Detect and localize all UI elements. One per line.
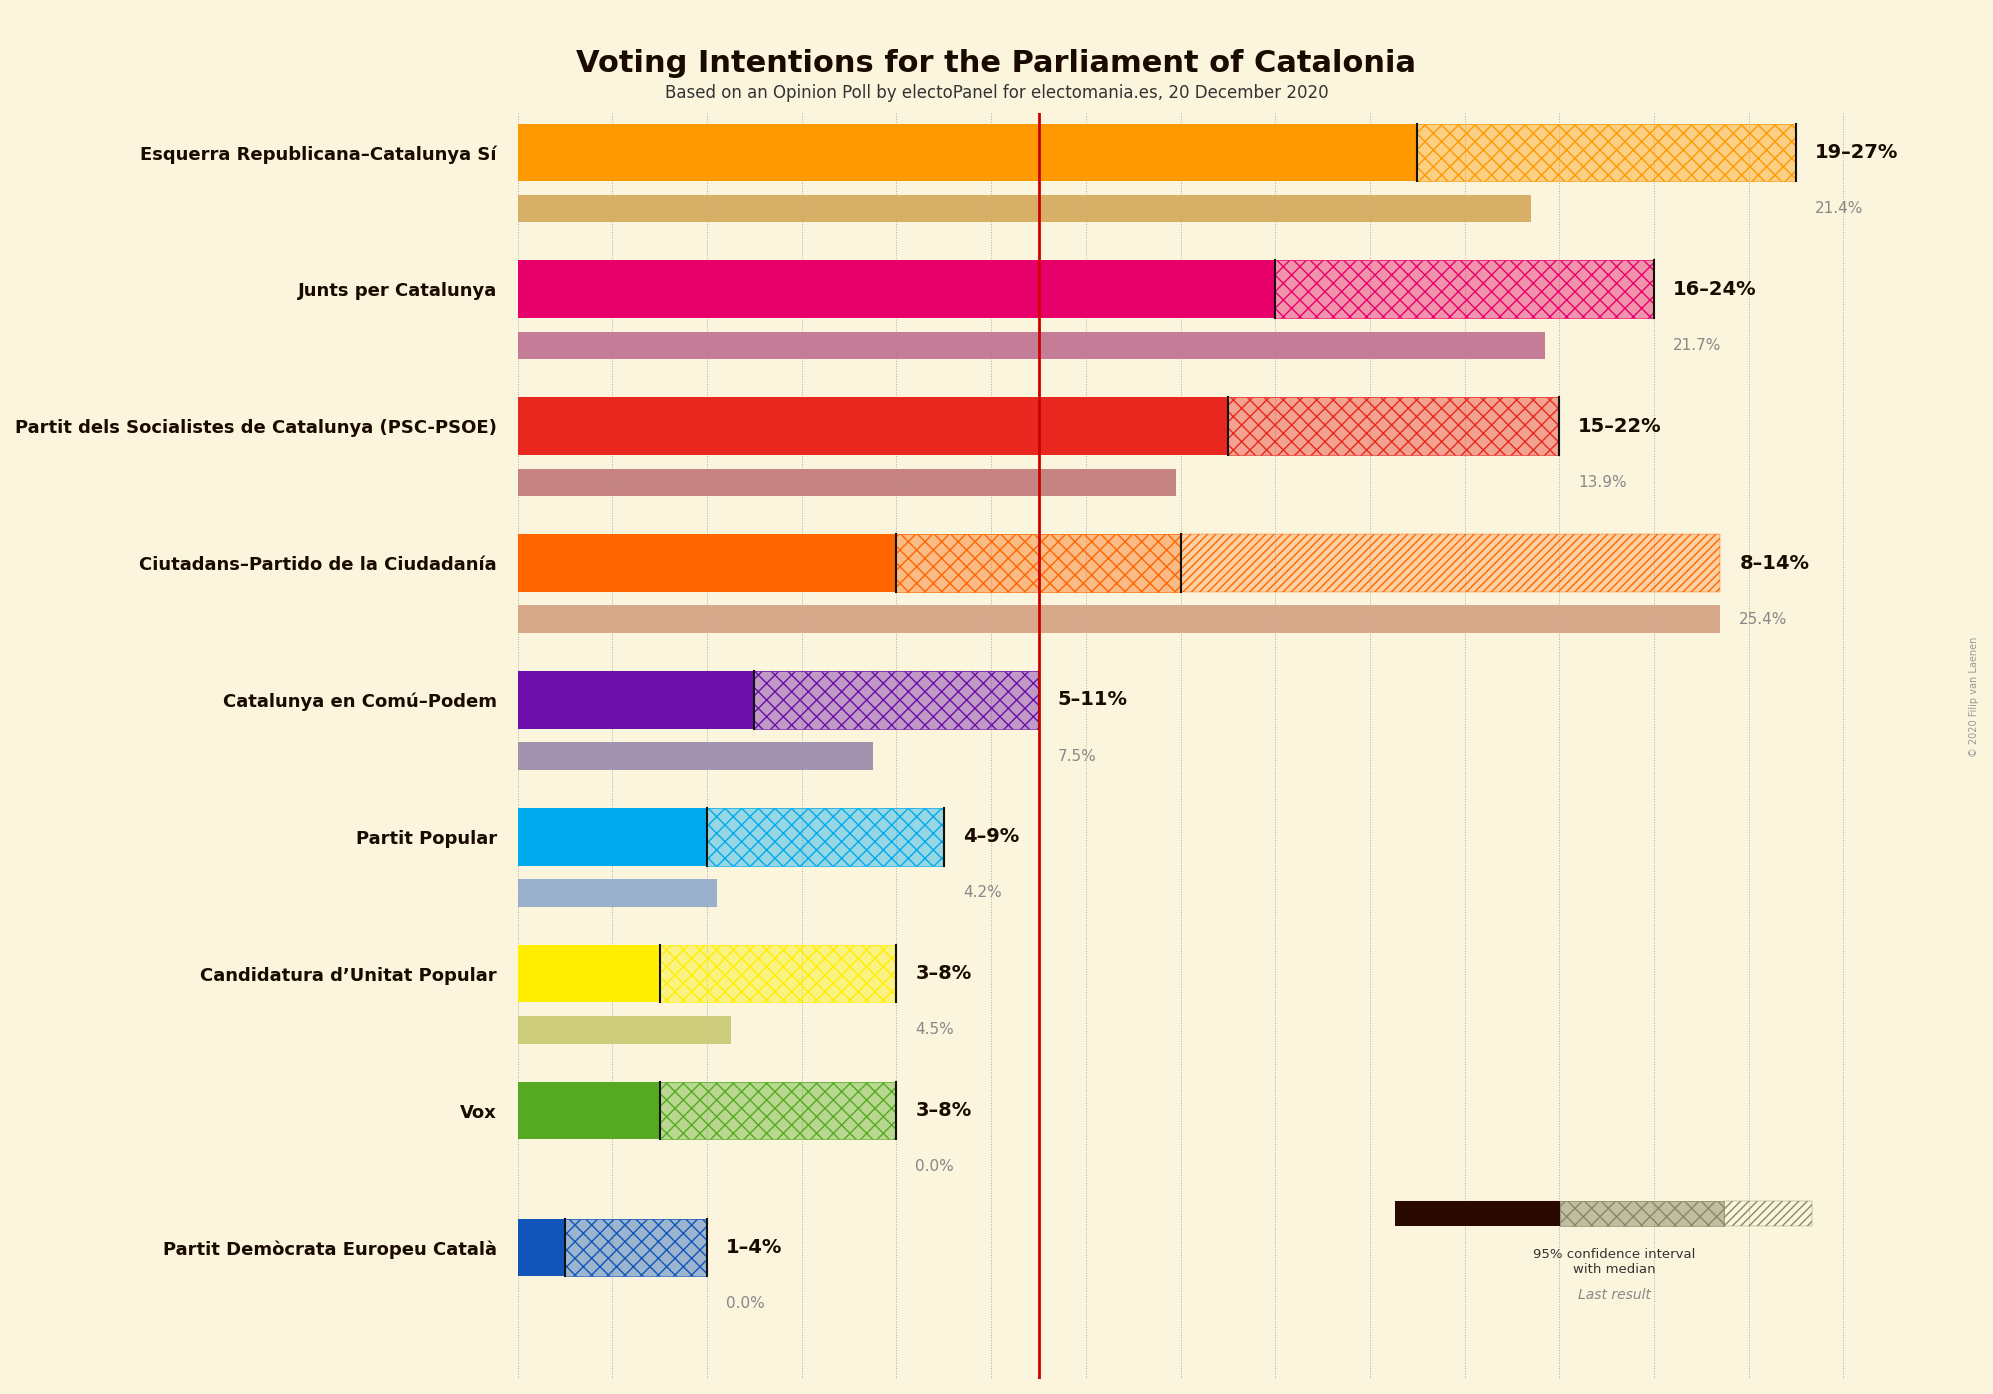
Bar (518, 397, 1228, 454)
Bar (1228, 397, 1559, 454)
Bar (660, 1082, 897, 1139)
Bar (1724, 1200, 1812, 1225)
Text: Last result: Last result (1578, 1288, 1650, 1302)
Text: 25.4%: 25.4% (1740, 612, 1788, 627)
Text: 15–22%: 15–22% (1578, 417, 1662, 435)
Text: 95% confidence interval
with median: 95% confidence interval with median (1533, 1248, 1696, 1276)
Bar (1417, 124, 1796, 181)
Bar (518, 468, 1176, 496)
Text: 21.4%: 21.4% (1816, 201, 1863, 216)
Bar (755, 671, 1038, 729)
Bar (566, 1218, 708, 1277)
Text: 4.2%: 4.2% (963, 885, 1002, 901)
Bar (708, 809, 945, 866)
Bar (660, 945, 897, 1002)
Bar (1417, 124, 1796, 181)
Bar (518, 534, 897, 592)
Bar (1395, 1200, 1559, 1225)
Bar (660, 945, 897, 1002)
Bar (897, 534, 1180, 592)
Text: 5–11%: 5–11% (1058, 690, 1128, 710)
Text: 3–8%: 3–8% (915, 1101, 973, 1121)
Bar (518, 195, 1531, 222)
Bar (518, 671, 755, 729)
Text: 4–9%: 4–9% (963, 827, 1018, 846)
Text: 3–8%: 3–8% (915, 965, 973, 983)
Bar (1559, 1200, 1724, 1225)
Text: 1–4%: 1–4% (725, 1238, 783, 1257)
Bar (518, 124, 1417, 181)
Text: 8–14%: 8–14% (1740, 553, 1810, 573)
Text: 4.5%: 4.5% (915, 1022, 955, 1037)
Text: 13.9%: 13.9% (1578, 475, 1626, 489)
Bar (755, 671, 1038, 729)
Text: © 2020 Filip van Laenen: © 2020 Filip van Laenen (1969, 637, 1979, 757)
Bar (1228, 397, 1559, 454)
Bar (518, 261, 1276, 318)
Bar (518, 1218, 566, 1277)
Text: 16–24%: 16–24% (1672, 280, 1756, 298)
Text: 7.5%: 7.5% (1058, 749, 1096, 764)
Bar (518, 809, 708, 866)
Bar (1180, 534, 1720, 592)
Bar (518, 605, 1720, 633)
Bar (566, 1218, 708, 1277)
Bar (518, 1016, 731, 1044)
Text: Voting Intentions for the Parliament of Catalonia: Voting Intentions for the Parliament of … (576, 49, 1417, 78)
Bar (1559, 1200, 1724, 1225)
Bar (518, 945, 660, 1002)
Bar (518, 1082, 660, 1139)
Text: 21.7%: 21.7% (1672, 337, 1722, 353)
Bar (518, 332, 1545, 360)
Bar (708, 809, 945, 866)
Bar (518, 880, 717, 906)
Bar (897, 534, 1180, 592)
Text: 0.0%: 0.0% (915, 1160, 955, 1174)
Bar (1276, 261, 1654, 318)
Bar (1276, 261, 1654, 318)
Bar (660, 1082, 897, 1139)
Text: 19–27%: 19–27% (1816, 142, 1899, 162)
Text: 0.0%: 0.0% (725, 1296, 765, 1312)
Text: Based on an Opinion Poll by electoPanel for electomania.es, 20 December 2020: Based on an Opinion Poll by electoPanel … (666, 84, 1327, 102)
Bar (1180, 534, 1720, 592)
Bar (518, 743, 873, 769)
